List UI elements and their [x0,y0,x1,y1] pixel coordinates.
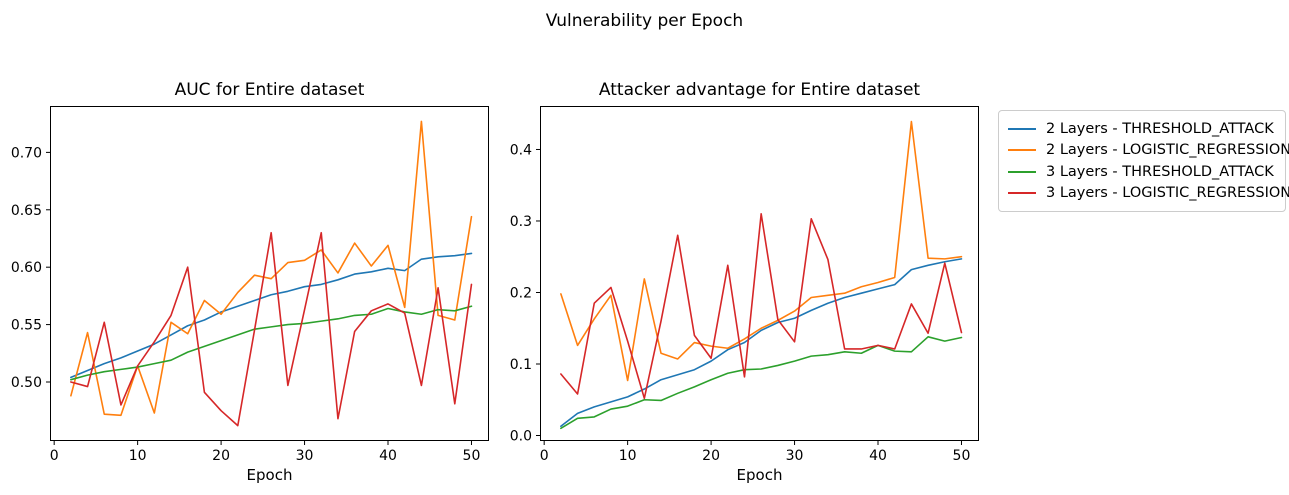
y-tick-label: 0.65 [11,203,42,219]
y-tick-label: 0.4 [510,142,532,158]
auc-line-chart: 0 10 20 30 40 50 0.50 0.55 0.60 0.65 0.70 [11,106,489,464]
legend-label: 2 Layers - THRESHOLD_ATTACK [1046,120,1274,137]
series-line-2-layers-logistic-regression [560,120,963,382]
x-tick-label: 0 [540,448,549,464]
legend-line-swatch-red [1008,192,1036,195]
attacker-advantage-line-chart: 0 10 20 30 40 50 0.0 0.1 0.2 0.3 0.4 [510,106,979,464]
axes-spines [540,106,979,441]
x-tick-label: 30 [786,448,804,464]
y-tick-label: 0.60 [11,260,42,276]
y-tick-label: 0.70 [11,145,42,161]
series-line-2-layers-logistic-regression [70,120,473,417]
y-tick-label: 0.50 [11,375,42,391]
series-line-3-layers-threshold-attack [560,336,963,430]
y-tick-label: 0.0 [510,428,532,444]
axes-spines [50,106,489,441]
y-tick-label: 0.3 [510,214,532,230]
x-tick-label: 20 [212,448,230,464]
x-tick-label: 20 [702,448,720,464]
legend-label: 3 Layers - THRESHOLD_ATTACK [1046,163,1274,180]
right-xaxis-label: Epoch [736,466,783,484]
x-tick-label: 10 [129,448,147,464]
legend-label: 2 Layers - LOGISTIC_REGRESSION [1046,142,1289,159]
x-tick-label: 50 [463,448,481,464]
x-tick-label: 40 [379,448,397,464]
legend-label: 3 Layers - LOGISTIC_REGRESSION [1046,185,1289,202]
legend-line-swatch-blue [1008,127,1036,130]
legend-entry: 2 Layers - LOGISTIC_REGRESSION [1008,140,1289,162]
figure-title: Vulnerability per Epoch [545,11,744,31]
x-tick-label: 50 [953,448,971,464]
series-line-2-layers-threshold-attack [70,252,473,379]
legend-line-swatch-green [1008,170,1036,173]
legend-entry: 3 Layers - LOGISTIC_REGRESSION [1008,183,1289,205]
left-chart-title: AUC for Entire dataset [174,80,365,100]
x-tick-label: 30 [296,448,314,464]
x-tick-label: 10 [619,448,637,464]
series-line-3-layers-logistic-regression [70,231,473,427]
legend-line-swatch-orange [1008,149,1036,152]
legend: 2 Layers - THRESHOLD_ATTACK 2 Layers - L… [998,110,1289,212]
y-tick-label: 0.1 [510,357,532,373]
left-xaxis-label: Epoch [246,466,293,484]
series-line-3-layers-logistic-regression [560,213,963,400]
legend-entry: 2 Layers - THRESHOLD_ATTACK [1008,118,1275,140]
legend-entry: 3 Layers - THRESHOLD_ATTACK [1008,161,1275,183]
x-tick-label: 0 [50,448,59,464]
right-chart-title: Attacker advantage for Entire dataset [598,80,921,100]
y-tick-label: 0.2 [510,285,532,301]
x-tick-label: 40 [869,448,887,464]
series-line-2-layers-threshold-attack [560,258,963,428]
y-tick-label: 0.55 [11,318,42,334]
